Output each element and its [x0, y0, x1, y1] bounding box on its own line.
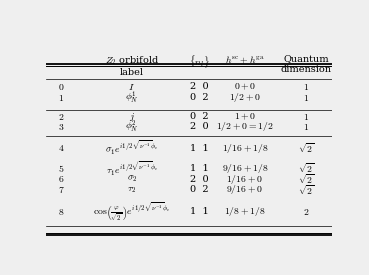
Text: 0  2: 0 2: [190, 93, 208, 102]
Text: $9/16+1/8$: $9/16+1/8$: [222, 162, 268, 175]
Text: $I$: $I$: [128, 82, 135, 92]
Text: $\mathbf{4}$: $\mathbf{4}$: [58, 143, 64, 153]
Text: $9/16+0$: $9/16+0$: [227, 183, 263, 196]
Text: $\tau_2$: $\tau_2$: [127, 185, 137, 194]
Text: $1/16+1/8$: $1/16+1/8$: [222, 142, 268, 155]
Text: $\mathbf{3}$: $\mathbf{3}$: [58, 122, 64, 132]
Text: $\sqrt{2}$: $\sqrt{2}$: [298, 183, 315, 197]
Text: $\mathbf{6}$: $\mathbf{6}$: [58, 174, 64, 184]
Text: $\sqrt{2}$: $\sqrt{2}$: [298, 162, 315, 175]
Text: $\mathbf{1}$: $\mathbf{1}$: [58, 93, 64, 103]
Text: $1$: $1$: [303, 122, 310, 132]
Text: $1$: $1$: [303, 82, 310, 92]
Text: $h^{\mathrm{sc}} + h^{\mathrm{ga}}$: $h^{\mathrm{sc}} + h^{\mathrm{ga}}$: [225, 54, 265, 65]
Text: $\sqrt{2}$: $\sqrt{2}$: [298, 142, 315, 155]
Text: 1  1: 1 1: [190, 144, 208, 153]
Text: $\mathbf{7}$: $\mathbf{7}$: [58, 185, 64, 195]
Text: $j$: $j$: [129, 111, 135, 123]
Text: $0+0$: $0+0$: [234, 82, 256, 92]
Text: $1/2+0=1/2$: $1/2+0=1/2$: [216, 120, 273, 133]
Text: 0  2: 0 2: [190, 112, 208, 121]
Text: $\tau_1 e^{i1/2\sqrt{\nu^{-1}}\phi_c}$: $\tau_1 e^{i1/2\sqrt{\nu^{-1}}\phi_c}$: [106, 160, 158, 178]
Text: $Z_2$ orbifold
label: $Z_2$ orbifold label: [105, 54, 159, 77]
Text: 2  0: 2 0: [190, 175, 208, 184]
Text: $\sigma_1 e^{i1/2\sqrt{\nu^{-1}}\phi_c}$: $\sigma_1 e^{i1/2\sqrt{\nu^{-1}}\phi_c}$: [105, 139, 159, 158]
Text: $\phi_N^2$: $\phi_N^2$: [125, 119, 139, 134]
Text: $\sqrt{2}$: $\sqrt{2}$: [298, 172, 315, 186]
Text: $1$: $1$: [303, 112, 310, 122]
Text: $\mathbf{8}$: $\mathbf{8}$: [58, 207, 64, 217]
Text: $\phi_N^1$: $\phi_N^1$: [125, 90, 139, 106]
Text: $1+0$: $1+0$: [234, 111, 256, 122]
Text: $2$: $2$: [303, 207, 310, 217]
Text: $\sigma_2$: $\sigma_2$: [127, 174, 137, 185]
Text: $\{n_l\}$: $\{n_l\}$: [189, 54, 210, 70]
Text: $\mathbf{5}$: $\mathbf{5}$: [58, 163, 64, 174]
Text: 2  0: 2 0: [190, 82, 208, 92]
Text: 1  1: 1 1: [190, 164, 208, 173]
Text: $1$: $1$: [303, 93, 310, 103]
Text: 0  2: 0 2: [190, 185, 208, 194]
Text: $\cos\!\left(\frac{\varphi}{\sqrt{2}}\right)e^{i1/2\sqrt{\nu^{-1}}\phi_c}$: $\cos\!\left(\frac{\varphi}{\sqrt{2}}\ri…: [93, 201, 171, 223]
Text: 1  1: 1 1: [190, 207, 208, 216]
Text: $\mathbf{2}$: $\mathbf{2}$: [58, 112, 64, 122]
Text: $1/8+1/8$: $1/8+1/8$: [224, 205, 266, 218]
Text: $1/2+0$: $1/2+0$: [229, 91, 261, 104]
Text: 2  0: 2 0: [190, 122, 208, 131]
Text: $1/16+0$: $1/16+0$: [227, 173, 263, 186]
Text: Quantum
dimension: Quantum dimension: [281, 54, 332, 74]
Text: $\mathbf{0}$: $\mathbf{0}$: [58, 82, 64, 92]
